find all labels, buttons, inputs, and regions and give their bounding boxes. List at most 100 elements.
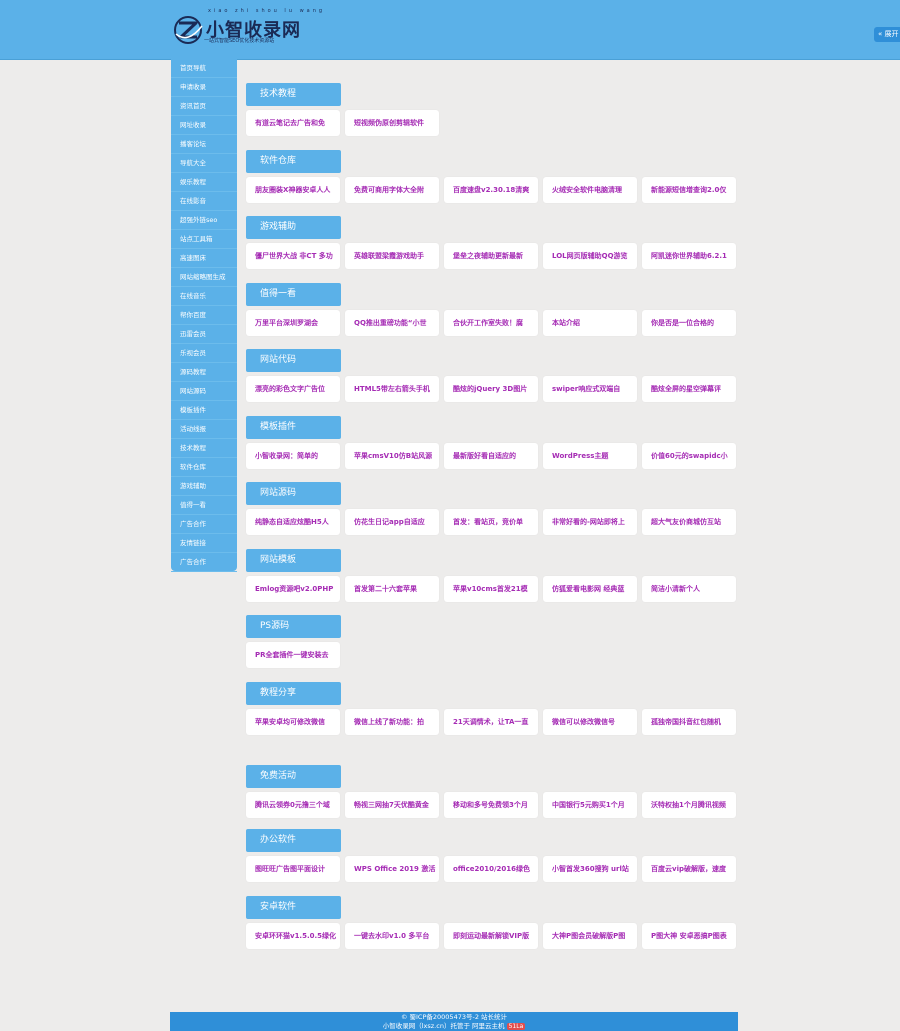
sidebar-item[interactable]: 高速图床 xyxy=(171,249,237,268)
sidebar-item[interactable]: 乐视会员 xyxy=(171,344,237,363)
sidebar-item[interactable]: 在线音乐 xyxy=(171,287,237,306)
article-link[interactable]: 本站介绍 xyxy=(543,310,637,336)
article-link[interactable]: 首发第二十六套苹果 xyxy=(345,576,439,602)
footer-copyright[interactable]: © 蜀ICP备20005473号-2 站长统计 xyxy=(400,1013,508,1021)
section-title[interactable]: 值得一看 xyxy=(246,283,341,306)
section-title[interactable]: 网站代码 xyxy=(246,349,341,372)
section-title[interactable]: 办公软件 xyxy=(246,829,341,852)
article-link[interactable]: 非常好看的-网站即将上 xyxy=(543,509,637,535)
article-link[interactable]: 僵尸世界大战 非CT 多功 xyxy=(246,243,340,269)
sidebar-item[interactable]: 软件仓库 xyxy=(171,458,237,477)
stats-badge[interactable]: 51La xyxy=(506,1023,526,1030)
article-link[interactable]: 纯静态自适应炫酷H5人 xyxy=(246,509,340,535)
article-link[interactable]: 有道云笔记去广告和免 xyxy=(246,110,340,136)
article-link[interactable]: HTML5带左右箭头手机 xyxy=(345,376,439,402)
sidebar-item[interactable]: 申请收录 xyxy=(171,78,237,97)
article-link[interactable]: 百度云vip破解版，速度 xyxy=(642,856,736,882)
article-link[interactable]: WPS Office 2019 激活 xyxy=(345,856,439,882)
article-link[interactable]: 阿凯迷你世界辅助6.2.1 xyxy=(642,243,736,269)
sidebar-item[interactable]: 友情链接 xyxy=(171,534,237,553)
section-title[interactable]: 教程分享 xyxy=(246,682,341,705)
footer-hosting-text[interactable]: 小智收录网（lxsz.cn）托管于 阿里云主机 xyxy=(382,1022,505,1030)
article-link[interactable]: 大神P图会员破解版P图 xyxy=(543,923,637,949)
article-link[interactable]: 最新版好看自适应的 xyxy=(444,443,538,469)
article-link[interactable]: 苹果v10cms首发21模 xyxy=(444,576,538,602)
article-link[interactable]: 万里平台深圳罗湖会 xyxy=(246,310,340,336)
article-link[interactable]: 合伙开工作室失败！腐 xyxy=(444,310,538,336)
article-link[interactable]: 畅视三网抽7天优酷黄金 xyxy=(345,792,439,818)
article-link[interactable]: 漂亮的彩色文字广告位 xyxy=(246,376,340,402)
article-link[interactable]: 小智收录网：简单的 xyxy=(246,443,340,469)
section-title[interactable]: 模板插件 xyxy=(246,416,341,439)
sidebar-item[interactable]: 帮你百度 xyxy=(171,306,237,325)
article-link[interactable]: 中国银行5元购买1个月 xyxy=(543,792,637,818)
article-link[interactable]: P图大神 安卓恶搞P图表 xyxy=(642,923,736,949)
article-link[interactable]: 小智首发360搜狗 url站 xyxy=(543,856,637,882)
article-link[interactable]: 英雄联盟梁霞游戏助手 xyxy=(345,243,439,269)
article-link[interactable]: 苹果安卓均可修改微信 xyxy=(246,709,340,735)
article-link[interactable]: 即刻运动最新解锁VIP版 xyxy=(444,923,538,949)
article-link[interactable]: 微信可以修改微信号 xyxy=(543,709,637,735)
article-link[interactable]: 苹果cmsV10仿B站风源 xyxy=(345,443,439,469)
section-title[interactable]: 技术教程 xyxy=(246,83,341,106)
sidebar-item[interactable]: 值得一看 xyxy=(171,496,237,515)
section-title[interactable]: 软件仓库 xyxy=(246,150,341,173)
sidebar-item[interactable]: 资讯首页 xyxy=(171,97,237,116)
article-link[interactable]: 图旺旺广告图平面设计 xyxy=(246,856,340,882)
sidebar-item[interactable]: 首页导航 xyxy=(171,59,237,78)
sidebar-item[interactable]: 在线影音 xyxy=(171,192,237,211)
article-link[interactable]: 朋友圈装X神器安卓人人 xyxy=(246,177,340,203)
article-link[interactable]: 新能源短信增查询2.0仅 xyxy=(642,177,736,203)
sidebar-item[interactable]: 播客论坛 xyxy=(171,135,237,154)
article-link[interactable]: 你是否是一位合格的 xyxy=(642,310,736,336)
article-link[interactable]: 酷炫的jQuery 3D图片 xyxy=(444,376,538,402)
article-link[interactable]: 短视频伪原创剪辑软件 xyxy=(345,110,439,136)
article-link[interactable]: 仿花生日记app自适应 xyxy=(345,509,439,535)
article-link[interactable]: 酷炫全屏的星空弹幕评 xyxy=(642,376,736,402)
sidebar-item[interactable]: 网站缩略图生成 xyxy=(171,268,237,287)
article-link[interactable]: PR全套插件一键安装去 xyxy=(246,642,340,668)
section-title[interactable]: 免费活动 xyxy=(246,765,341,788)
article-link[interactable]: 首发：看站页，竞价单 xyxy=(444,509,538,535)
article-link[interactable]: QQ推出重磅功能“小世 xyxy=(345,310,439,336)
article-link[interactable]: swiper响应式双端自 xyxy=(543,376,637,402)
sidebar-item[interactable]: 广告合作 xyxy=(171,553,237,572)
article-link[interactable]: 安卓环环猫v1.5.0.5绿化 xyxy=(246,923,340,949)
article-link[interactable]: 孤独帝国抖音红包随机 xyxy=(642,709,736,735)
article-link[interactable]: LOL网页版辅助QQ游览 xyxy=(543,243,637,269)
article-link[interactable]: 腾讯云领券0元撸三个域 xyxy=(246,792,340,818)
sidebar-item[interactable]: 源码教程 xyxy=(171,363,237,382)
site-logo[interactable]: xiao zhi shou lu wang 小智收录网 一站式智能SEO优化技术… xyxy=(172,8,322,48)
article-link[interactable]: office2010/2016绿色 xyxy=(444,856,538,882)
expand-button[interactable]: « 展开 xyxy=(874,27,900,42)
article-link[interactable]: 仿狐爱看电影网 经典蓝 xyxy=(543,576,637,602)
section-title[interactable]: 安卓软件 xyxy=(246,896,341,919)
article-link[interactable]: 21天调情术，让TA一直 xyxy=(444,709,538,735)
article-link[interactable]: 沃特权抽1个月腾讯视频 xyxy=(642,792,736,818)
section-title[interactable]: 游戏辅助 xyxy=(246,216,341,239)
article-link[interactable]: 移动和多号免费领3个月 xyxy=(444,792,538,818)
sidebar-item[interactable]: 导航大全 xyxy=(171,154,237,173)
sidebar-item[interactable]: 广告合作 xyxy=(171,515,237,534)
article-link[interactable]: 微信上线了新功能：拍 xyxy=(345,709,439,735)
sidebar-item[interactable]: 技术教程 xyxy=(171,439,237,458)
sidebar-item[interactable]: 网站源码 xyxy=(171,382,237,401)
article-link[interactable]: Emlog资源吧v2.0PHP xyxy=(246,576,340,602)
article-link[interactable]: 简洁小清新个人 xyxy=(642,576,736,602)
article-link[interactable]: 超大气友价商城仿互站 xyxy=(642,509,736,535)
article-link[interactable]: 百度速盘v2.30.18清爽 xyxy=(444,177,538,203)
section-title[interactable]: 网站源码 xyxy=(246,482,341,505)
article-link[interactable]: 免费可商用字体大全附 xyxy=(345,177,439,203)
article-link[interactable]: WordPress主题 xyxy=(543,443,637,469)
sidebar-item[interactable]: 网址收录 xyxy=(171,116,237,135)
sidebar-item[interactable]: 迅雷会员 xyxy=(171,325,237,344)
sidebar-item[interactable]: 超强外链seo xyxy=(171,211,237,230)
sidebar-item[interactable]: 活动线报 xyxy=(171,420,237,439)
section-title[interactable]: 网站模板 xyxy=(246,549,341,572)
article-link[interactable]: 价值60元的swapidc小 xyxy=(642,443,736,469)
sidebar-item[interactable]: 娱乐教程 xyxy=(171,173,237,192)
sidebar-item[interactable]: 站点工具箱 xyxy=(171,230,237,249)
article-link[interactable]: 一键去水印v1.0 多平台 xyxy=(345,923,439,949)
section-title[interactable]: PS源码 xyxy=(246,615,341,638)
sidebar-item[interactable]: 游戏辅助 xyxy=(171,477,237,496)
